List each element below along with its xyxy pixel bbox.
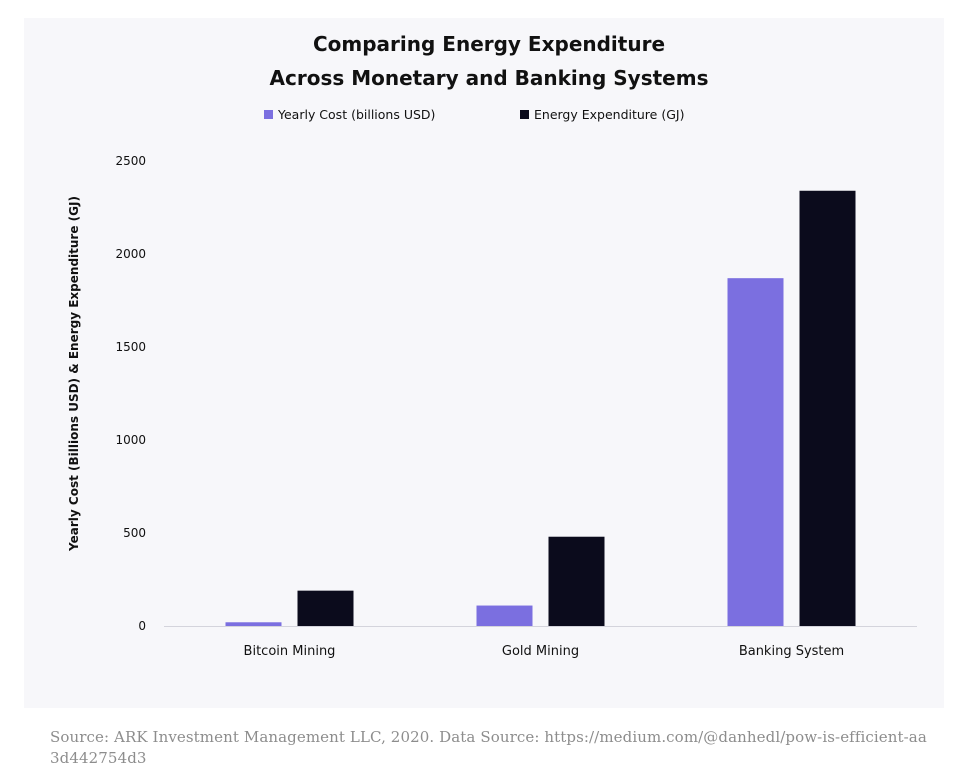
legend-label-2: Energy Expenditure (GJ): [534, 107, 684, 122]
chart-card: Comparing Energy Expenditure Across Monet…: [24, 18, 944, 708]
x-category-label: Bitcoin Mining: [244, 644, 336, 659]
x-category-label: Banking System: [739, 644, 844, 659]
y-tick-label: 1000: [115, 433, 146, 447]
bar-energy-expenditure: [297, 590, 354, 626]
y-tick-label: 500: [123, 526, 146, 540]
y-axis-title: Yearly Cost (Billions USD) & Energy Expe…: [67, 196, 81, 552]
chart-legend: Yearly Cost (billions USD) Energy Expendi…: [264, 107, 684, 122]
bar-yearly-cost: [225, 622, 282, 626]
legend-label-1: Yearly Cost (billions USD): [277, 107, 435, 122]
chart-title: Comparing Energy Expenditure Across Monet…: [270, 32, 709, 90]
x-category-label: Gold Mining: [502, 644, 579, 659]
y-tick-label: 2000: [115, 247, 146, 261]
x-axis-categories: Bitcoin Mining Gold Mining Banking System: [244, 644, 845, 659]
bar-energy-expenditure: [548, 536, 605, 626]
y-tick-label: 0: [138, 619, 146, 633]
bar-yearly-cost: [727, 278, 784, 626]
bar-chart: Comparing Energy Expenditure Across Monet…: [67, 32, 917, 659]
y-axis-ticks: 0 500 1000 1500 2000 2500: [115, 154, 146, 633]
source-note: Source: ARK Investment Management LLC, 2…: [50, 728, 927, 767]
legend-swatch-1: [264, 110, 273, 119]
legend-swatch-2: [520, 110, 529, 119]
bar-yearly-cost: [476, 605, 533, 626]
y-tick-label: 2500: [115, 154, 146, 168]
y-tick-label: 1500: [115, 340, 146, 354]
chart-title-line: Comparing Energy Expenditure: [313, 32, 665, 56]
chart-title-line: Across Monetary and Banking Systems: [270, 66, 709, 90]
y-axis-label: Yearly Cost (Billions USD) & Energy Expe…: [67, 196, 81, 552]
bars: [225, 190, 856, 626]
bar-energy-expenditure: [799, 190, 856, 626]
